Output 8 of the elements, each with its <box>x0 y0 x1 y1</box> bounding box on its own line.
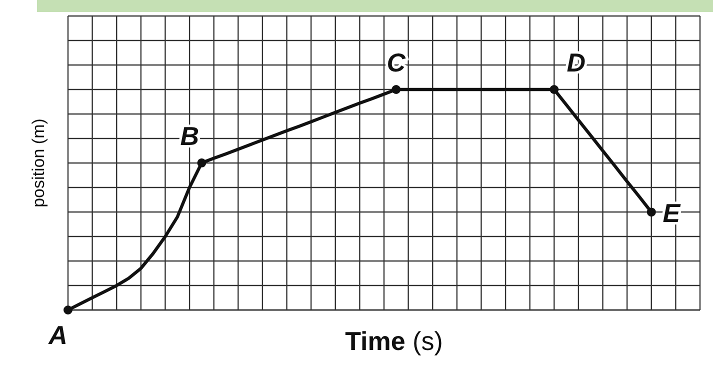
point <box>550 85 559 94</box>
y-axis-title: position (m) <box>29 118 48 208</box>
point <box>64 306 72 314</box>
point <box>646 208 656 217</box>
point <box>392 85 401 94</box>
x-axis-title: Time (s) <box>345 326 443 356</box>
text: A <box>48 320 68 350</box>
point <box>197 158 206 168</box>
